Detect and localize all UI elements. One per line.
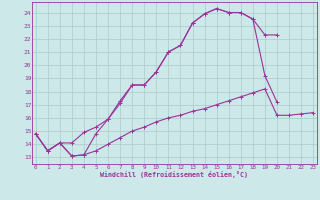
- X-axis label: Windchill (Refroidissement éolien,°C): Windchill (Refroidissement éolien,°C): [100, 171, 248, 178]
